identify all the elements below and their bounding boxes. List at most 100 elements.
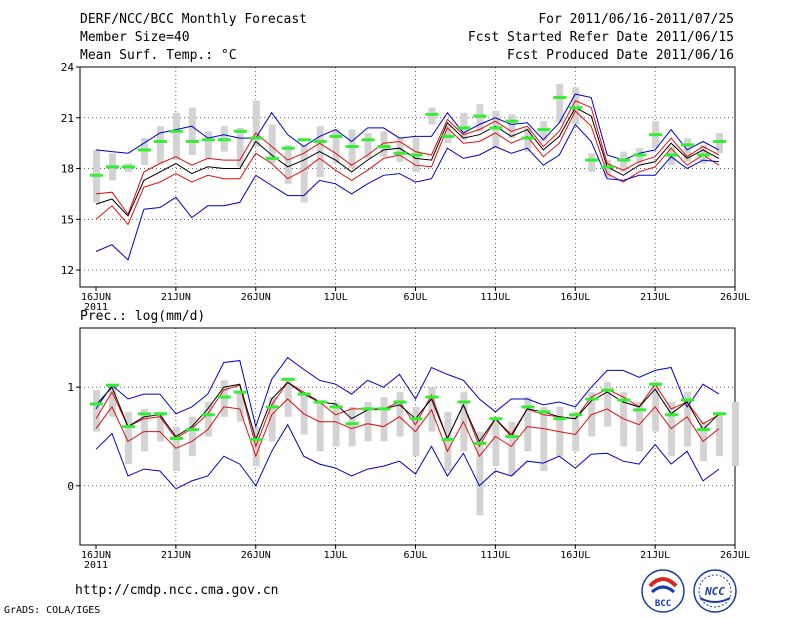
prec-median-marker bbox=[217, 395, 231, 399]
prec-spread-box bbox=[524, 397, 532, 452]
prec-y-tick-label: 0 bbox=[67, 480, 74, 493]
temp-spread-box bbox=[508, 114, 516, 139]
prec-median-marker bbox=[121, 425, 135, 429]
temp-median-marker bbox=[345, 145, 359, 149]
temp-x-tick-label: 6JUL bbox=[403, 292, 427, 303]
precipitation-plot: 16JUN 21JUN 26JUN 1JUL 6JUL 11JUL 16JUL 21JUL 26… bbox=[67, 327, 750, 571]
temp-median-marker bbox=[457, 126, 471, 130]
prec-median-marker bbox=[665, 413, 679, 417]
ncc-logo-text: NCC bbox=[704, 585, 725, 598]
prec-median-marker bbox=[473, 441, 487, 445]
forecast-produced-date-label: Fcst Produced Date 2011/06/16 bbox=[507, 48, 734, 63]
temp-spread-box bbox=[476, 104, 484, 132]
temp-spread-box bbox=[380, 131, 388, 157]
prec-median-marker bbox=[425, 395, 439, 399]
prec-y-tick-label: 1 bbox=[67, 381, 74, 394]
temp-median-marker bbox=[90, 173, 103, 177]
prec-spread-box bbox=[572, 411, 580, 452]
temp-y-tick-label: 24 bbox=[61, 61, 75, 74]
temp-median-marker bbox=[441, 134, 455, 138]
prec-median-marker bbox=[457, 400, 471, 404]
prec-median-marker bbox=[329, 405, 343, 409]
temp-spread-box bbox=[620, 151, 628, 172]
prec-median-marker bbox=[537, 410, 551, 414]
temp-upper-spread-line bbox=[95, 100, 720, 216]
temp-spread-box bbox=[492, 111, 500, 149]
temp-spread-box bbox=[428, 107, 436, 125]
temp-x-year-label: 2011 bbox=[84, 302, 108, 313]
temp-x-tick-label: 1JUL bbox=[324, 292, 348, 303]
grads-credit: GrADS: COLA/IGES bbox=[4, 605, 101, 616]
prec-median-marker bbox=[137, 412, 151, 416]
temp-spread-box bbox=[252, 100, 260, 147]
prec-x-year-label: 2011 bbox=[84, 560, 108, 571]
prec-median-marker bbox=[185, 428, 199, 432]
prec-median-marker bbox=[697, 428, 711, 432]
prec-lower-spread-line bbox=[95, 398, 720, 458]
temp-spread-box bbox=[588, 153, 596, 172]
prec-median-marker bbox=[649, 382, 663, 386]
temp-spread-box bbox=[572, 87, 580, 125]
prec-spread-box bbox=[476, 431, 484, 516]
temp-median-marker bbox=[249, 136, 263, 140]
prec-median-marker bbox=[313, 400, 327, 404]
temp-median-marker bbox=[313, 139, 327, 143]
temp-median-marker bbox=[361, 138, 375, 142]
temp-spread-box bbox=[444, 124, 452, 144]
prec-spread-box bbox=[93, 390, 100, 432]
prec-ensemble-max-line bbox=[95, 356, 720, 429]
temp-median-marker bbox=[185, 139, 199, 143]
prec-spread-box bbox=[396, 392, 404, 437]
temp-ensemble-min-line bbox=[95, 123, 720, 261]
temp-spread-box bbox=[284, 144, 292, 184]
prec-median-marker bbox=[441, 437, 455, 441]
temp-median-marker bbox=[649, 133, 663, 137]
temp-median-marker bbox=[265, 156, 279, 160]
temp-median-marker bbox=[137, 148, 151, 152]
prec-spread-box bbox=[636, 401, 644, 452]
prec-x-tick-label: 21JUN bbox=[161, 550, 191, 561]
temp-median-marker bbox=[297, 138, 311, 142]
bcc-logo: BCC bbox=[641, 569, 685, 613]
source-url: http://cmdp.ncc.cma.gov.cn bbox=[75, 583, 279, 598]
temp-median-marker bbox=[121, 165, 135, 169]
temp-x-tick-label: 16JUN bbox=[81, 292, 111, 303]
prec-median-marker bbox=[105, 383, 119, 387]
prec-spread-box bbox=[444, 411, 452, 472]
temp-median-marker bbox=[537, 128, 551, 132]
temp-median-marker bbox=[521, 136, 535, 140]
member-size-label: Member Size=40 bbox=[80, 30, 190, 45]
temp-median-marker bbox=[281, 146, 295, 150]
prec-upper-spread-line bbox=[95, 381, 720, 449]
prec-spread-box bbox=[172, 426, 180, 472]
temp-spread-box bbox=[348, 129, 356, 169]
temp-x-tick-label: 16JUL bbox=[560, 292, 590, 303]
temp-spread-box bbox=[268, 124, 276, 164]
temp-median-marker bbox=[505, 119, 519, 123]
temp-median-marker bbox=[105, 165, 119, 169]
prec-ensemble-min-line bbox=[95, 423, 720, 490]
prec-median-marker bbox=[713, 412, 727, 416]
prec-median-marker bbox=[617, 398, 631, 402]
temp-ensemble-max-line bbox=[95, 93, 720, 161]
temp-spread-box bbox=[364, 133, 372, 159]
prec-median-marker bbox=[569, 413, 583, 417]
temp-median-marker bbox=[153, 139, 167, 143]
prec-spread-box bbox=[380, 397, 388, 442]
prec-median-marker bbox=[233, 390, 247, 394]
temp-spread-box bbox=[332, 129, 340, 164]
temp-spread-box bbox=[540, 121, 548, 142]
prec-spread-box bbox=[236, 392, 244, 422]
chart-title: DERF/NCC/BCC Monthly Forecast bbox=[80, 12, 307, 27]
prec-x-tick-label: 6JUL bbox=[403, 550, 427, 561]
temp-y-tick-label: 21 bbox=[61, 112, 74, 125]
prec-spread-box bbox=[140, 408, 148, 452]
prec-spread-box bbox=[300, 392, 308, 435]
prec-median-marker bbox=[345, 422, 359, 426]
temp-median-marker bbox=[585, 158, 599, 162]
temp-median-marker bbox=[617, 158, 631, 162]
prec-spread-box bbox=[316, 401, 324, 452]
forecast-period-label: For 2011/06/16-2011/07/25 bbox=[538, 12, 734, 27]
prec-spread-box bbox=[716, 411, 724, 457]
